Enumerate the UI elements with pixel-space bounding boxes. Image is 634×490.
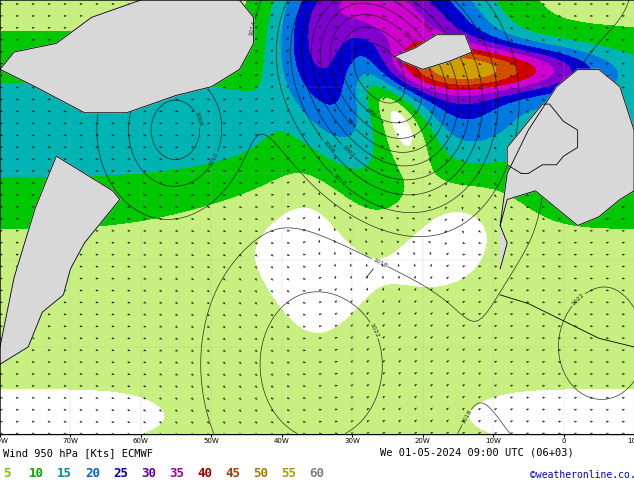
Text: 986: 986 <box>365 107 377 119</box>
Text: 10: 10 <box>29 467 44 480</box>
Text: 1002: 1002 <box>340 144 355 158</box>
Text: 1010: 1010 <box>332 173 346 188</box>
Polygon shape <box>0 156 120 364</box>
Text: 1010: 1010 <box>209 151 220 167</box>
Text: Wind 950 hPa [Kts] ECMWF: Wind 950 hPa [Kts] ECMWF <box>3 448 153 458</box>
Text: 35: 35 <box>169 467 184 480</box>
Text: ©weatheronline.co.uk: ©weatheronline.co.uk <box>530 470 634 480</box>
Text: 998: 998 <box>422 22 433 34</box>
Text: 40: 40 <box>197 467 212 480</box>
Text: 1006: 1006 <box>193 111 203 127</box>
Text: 20: 20 <box>85 467 100 480</box>
Polygon shape <box>394 35 472 70</box>
Text: 60: 60 <box>309 467 324 480</box>
Polygon shape <box>0 0 254 113</box>
Text: 15: 15 <box>57 467 72 480</box>
Text: 994: 994 <box>345 118 357 130</box>
Text: 45: 45 <box>225 467 240 480</box>
Text: 55: 55 <box>281 467 296 480</box>
Text: 5: 5 <box>3 467 11 480</box>
Text: 30: 30 <box>141 467 156 480</box>
Text: 1022: 1022 <box>369 322 380 339</box>
Text: 1022: 1022 <box>571 292 586 307</box>
Text: 25: 25 <box>113 467 128 480</box>
Text: 1018: 1018 <box>460 409 472 425</box>
Text: 50: 50 <box>253 467 268 480</box>
Polygon shape <box>500 70 634 269</box>
Text: 1018: 1018 <box>372 257 387 268</box>
Text: 1006: 1006 <box>321 140 335 155</box>
Text: 1014: 1014 <box>249 20 257 36</box>
Text: 990: 990 <box>401 30 413 42</box>
Text: We 01-05-2024 09:00 UTC (06+03): We 01-05-2024 09:00 UTC (06+03) <box>380 448 574 458</box>
Polygon shape <box>507 104 578 173</box>
Text: 982: 982 <box>394 57 404 70</box>
